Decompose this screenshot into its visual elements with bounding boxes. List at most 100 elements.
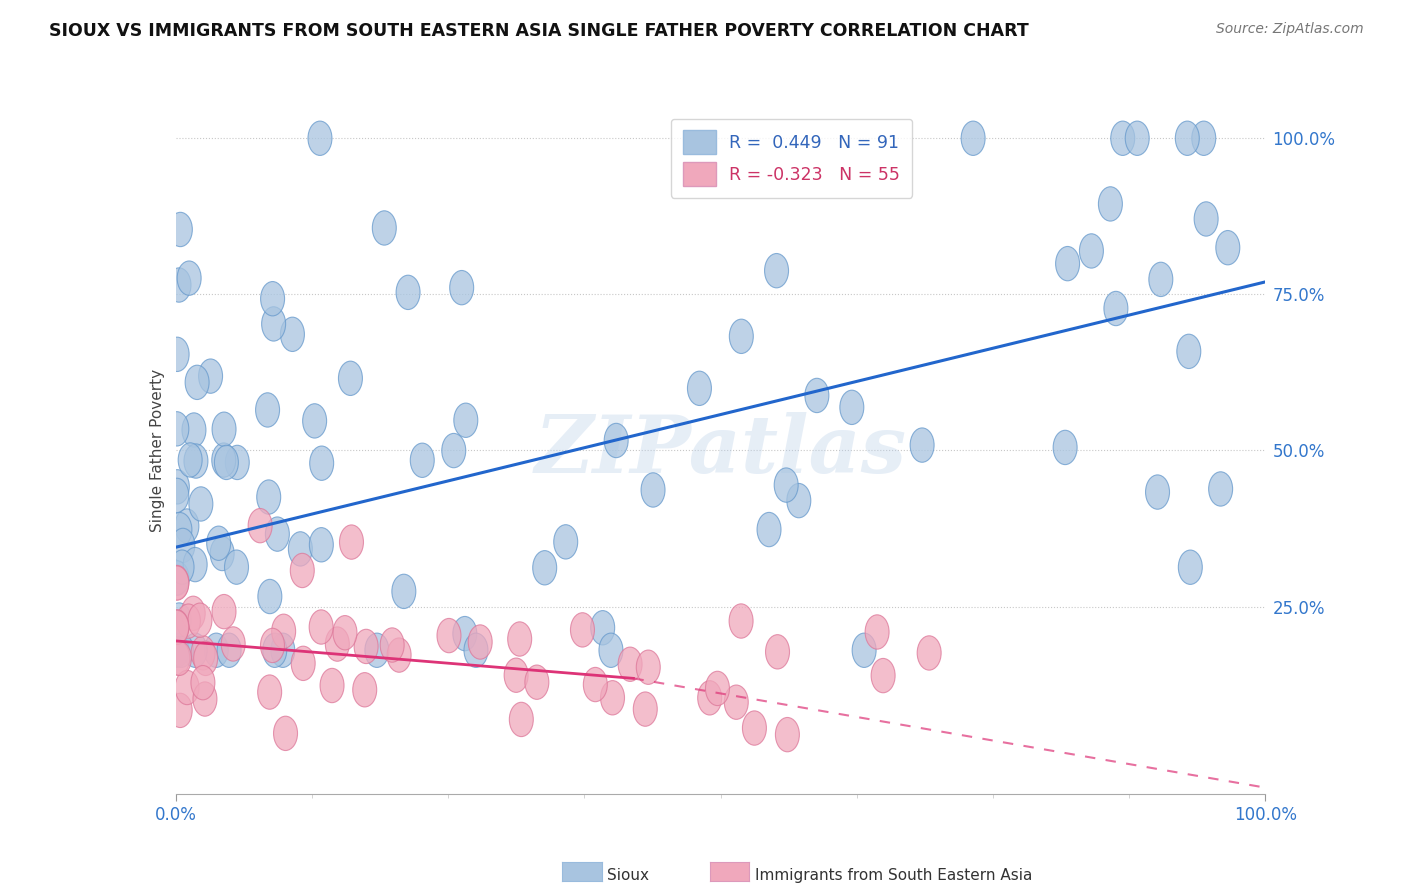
Ellipse shape — [169, 633, 193, 667]
Ellipse shape — [1056, 246, 1080, 281]
Ellipse shape — [688, 371, 711, 406]
Ellipse shape — [354, 629, 378, 664]
Ellipse shape — [266, 517, 290, 551]
Ellipse shape — [756, 512, 780, 547]
Ellipse shape — [554, 524, 578, 559]
Ellipse shape — [288, 532, 312, 566]
Ellipse shape — [260, 282, 284, 316]
Ellipse shape — [174, 508, 198, 543]
Ellipse shape — [787, 483, 811, 517]
Ellipse shape — [198, 359, 222, 393]
Ellipse shape — [191, 636, 215, 670]
Ellipse shape — [505, 658, 529, 692]
Ellipse shape — [274, 716, 298, 750]
Ellipse shape — [207, 526, 231, 560]
Ellipse shape — [339, 361, 363, 395]
Ellipse shape — [872, 658, 896, 693]
Ellipse shape — [453, 616, 477, 651]
Ellipse shape — [1080, 234, 1104, 268]
Ellipse shape — [172, 528, 195, 563]
Ellipse shape — [177, 604, 201, 639]
Ellipse shape — [730, 604, 754, 638]
Ellipse shape — [260, 628, 284, 663]
Ellipse shape — [730, 319, 754, 353]
Ellipse shape — [775, 468, 799, 502]
Ellipse shape — [392, 574, 416, 608]
Ellipse shape — [257, 480, 281, 514]
Ellipse shape — [765, 253, 789, 288]
Ellipse shape — [339, 524, 364, 559]
Ellipse shape — [181, 413, 205, 447]
Ellipse shape — [450, 270, 474, 305]
Ellipse shape — [591, 611, 614, 645]
Ellipse shape — [169, 693, 193, 728]
Ellipse shape — [309, 610, 333, 644]
Ellipse shape — [257, 579, 281, 614]
Ellipse shape — [852, 633, 876, 667]
Ellipse shape — [917, 636, 941, 670]
Ellipse shape — [263, 633, 287, 667]
Ellipse shape — [533, 550, 557, 585]
Ellipse shape — [179, 442, 202, 477]
Ellipse shape — [194, 641, 218, 675]
Ellipse shape — [212, 412, 236, 446]
Ellipse shape — [454, 403, 478, 437]
Ellipse shape — [308, 121, 332, 155]
Ellipse shape — [165, 609, 188, 644]
Ellipse shape — [1146, 475, 1170, 509]
Ellipse shape — [169, 212, 193, 247]
Ellipse shape — [600, 681, 624, 715]
Ellipse shape — [309, 527, 333, 562]
Ellipse shape — [619, 647, 643, 681]
Ellipse shape — [1053, 430, 1077, 465]
Ellipse shape — [167, 641, 191, 675]
Ellipse shape — [191, 665, 215, 700]
Ellipse shape — [333, 615, 357, 650]
Ellipse shape — [1149, 262, 1173, 296]
Ellipse shape — [1125, 121, 1149, 155]
Ellipse shape — [637, 650, 661, 684]
Ellipse shape — [188, 603, 212, 638]
Ellipse shape — [262, 307, 285, 341]
Ellipse shape — [366, 633, 389, 667]
Ellipse shape — [165, 561, 190, 596]
Ellipse shape — [321, 668, 344, 703]
Text: SIOUX VS IMMIGRANTS FROM SOUTH EASTERN ASIA SINGLE FATHER POVERTY CORRELATION CH: SIOUX VS IMMIGRANTS FROM SOUTH EASTERN A… — [49, 22, 1029, 40]
Ellipse shape — [865, 615, 889, 649]
Ellipse shape — [1098, 186, 1122, 221]
Ellipse shape — [599, 633, 623, 667]
Ellipse shape — [221, 627, 245, 661]
Ellipse shape — [910, 428, 934, 462]
Ellipse shape — [325, 627, 349, 661]
Ellipse shape — [256, 392, 280, 427]
Ellipse shape — [184, 444, 208, 478]
Ellipse shape — [1178, 550, 1202, 584]
Ellipse shape — [1111, 121, 1135, 155]
Ellipse shape — [706, 672, 730, 706]
Ellipse shape — [775, 717, 800, 752]
Ellipse shape — [437, 618, 461, 653]
Ellipse shape — [177, 261, 201, 295]
Ellipse shape — [170, 550, 194, 584]
Text: Immigrants from South Eastern Asia: Immigrants from South Eastern Asia — [755, 869, 1032, 883]
Ellipse shape — [165, 566, 188, 599]
Y-axis label: Single Father Poverty: Single Father Poverty — [149, 369, 165, 532]
Ellipse shape — [583, 667, 607, 702]
Ellipse shape — [214, 445, 239, 480]
Ellipse shape — [167, 513, 191, 547]
Ellipse shape — [165, 337, 190, 371]
Ellipse shape — [380, 628, 404, 662]
Ellipse shape — [165, 633, 188, 667]
Ellipse shape — [204, 633, 228, 667]
Ellipse shape — [290, 553, 315, 588]
Ellipse shape — [165, 478, 188, 513]
Ellipse shape — [188, 487, 212, 521]
Ellipse shape — [225, 550, 249, 584]
Ellipse shape — [217, 633, 240, 667]
Ellipse shape — [605, 424, 628, 458]
Ellipse shape — [1177, 334, 1201, 368]
Ellipse shape — [804, 378, 830, 413]
Ellipse shape — [373, 211, 396, 245]
Ellipse shape — [165, 566, 188, 600]
Ellipse shape — [396, 276, 420, 310]
